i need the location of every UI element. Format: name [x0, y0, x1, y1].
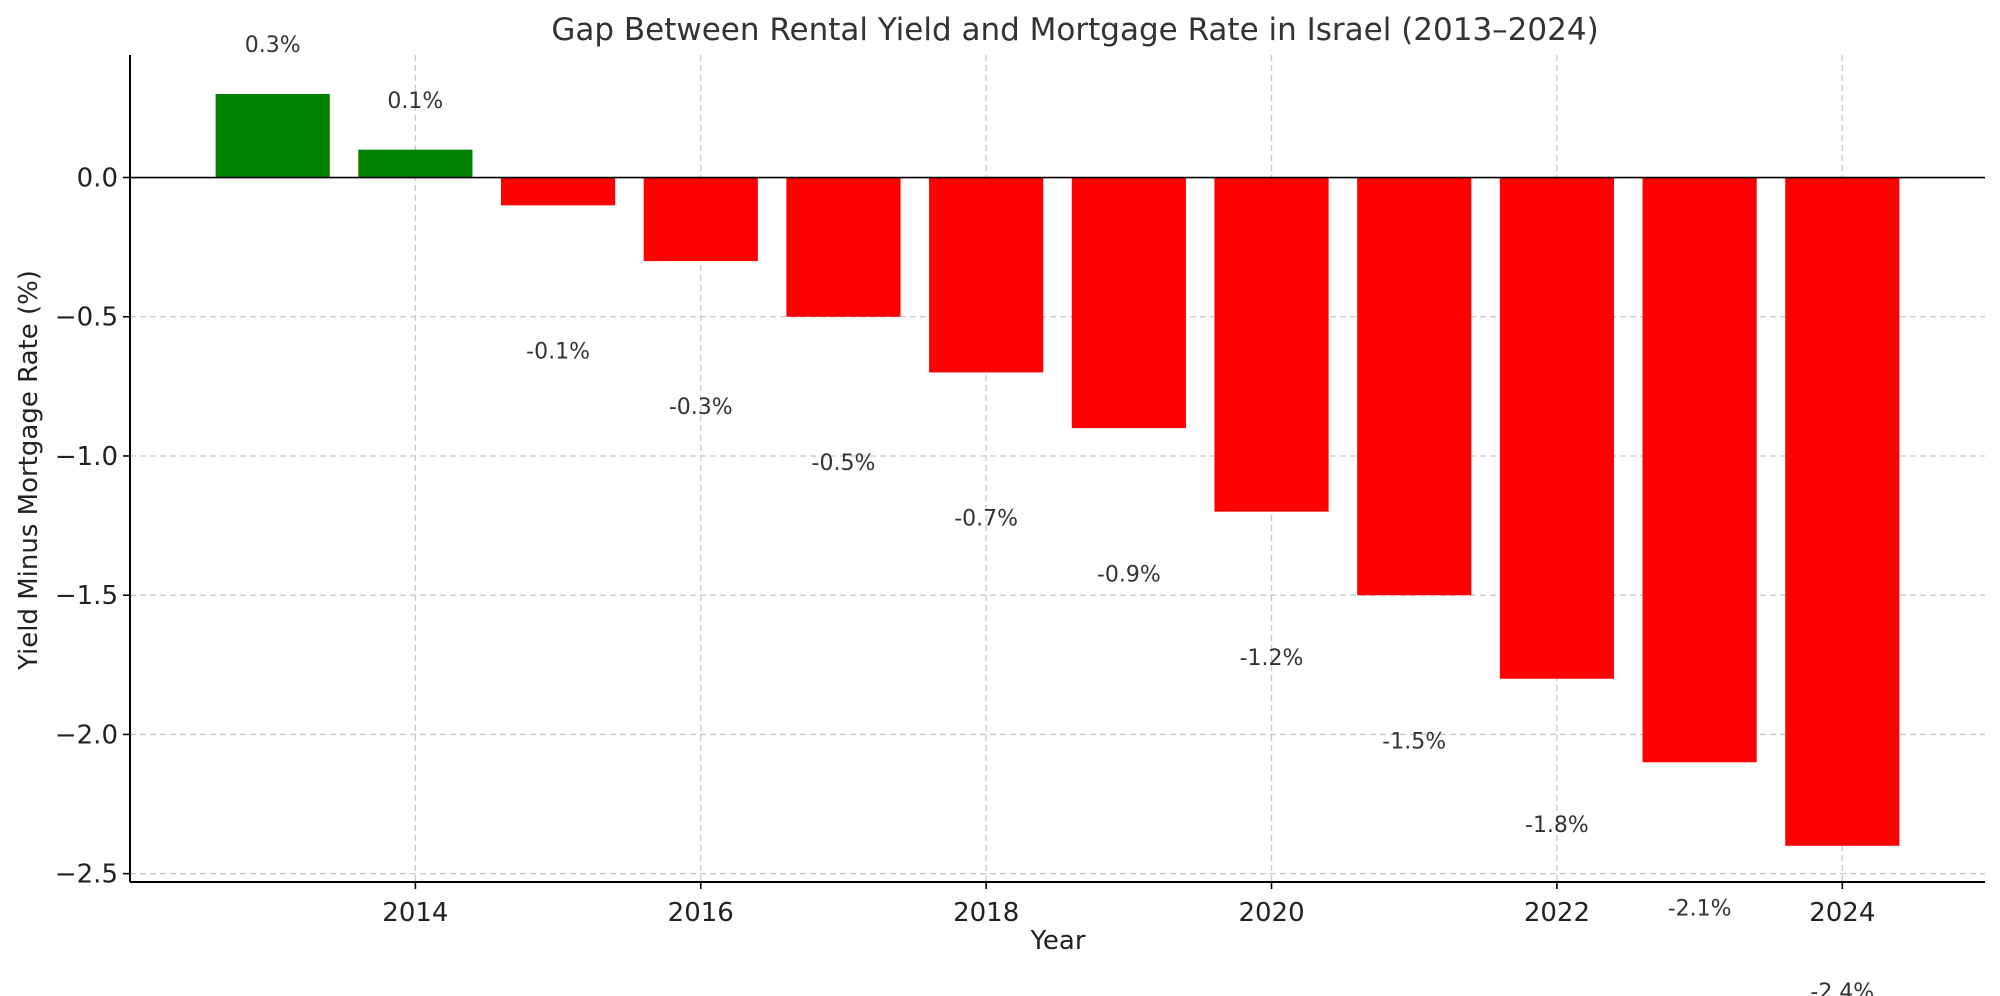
- x-tick-label-2020: 2020: [1238, 898, 1304, 928]
- x-tick-label-2022: 2022: [1524, 898, 1590, 928]
- data-label-2017: -0.5%: [812, 451, 876, 476]
- bar-2017: [786, 177, 901, 317]
- bar-2021: [1357, 177, 1472, 596]
- y-axis-label: Yield Minus Mortgage Rate (%): [14, 270, 44, 671]
- data-label-2023: -2.1%: [1668, 896, 1732, 921]
- bar-2016: [643, 177, 758, 262]
- bars: [215, 93, 1900, 846]
- data-label-2016: -0.3%: [669, 395, 733, 420]
- y-tick-label-4: −2.0: [55, 720, 118, 750]
- y-tick-label-2: −1.0: [55, 442, 118, 472]
- data-label-2019: -0.9%: [1097, 562, 1161, 587]
- data-label-2020: -1.2%: [1240, 646, 1304, 671]
- x-axis-ticks: 2014 2016 2018 2020 2022 2024: [382, 882, 1875, 928]
- bar-2013: [215, 93, 330, 178]
- x-tick-label-2014: 2014: [382, 898, 448, 928]
- x-axis-label: Year: [1029, 926, 1085, 956]
- data-label-2018: -0.7%: [954, 507, 1018, 532]
- y-tick-label-3: −1.5: [55, 581, 118, 611]
- x-tick-label-2018: 2018: [953, 898, 1019, 928]
- x-tick-label-2016: 2016: [668, 898, 734, 928]
- bar-2023: [1642, 177, 1757, 763]
- bar-2024: [1785, 177, 1900, 846]
- bar-2019: [1071, 177, 1186, 429]
- bar-2018: [929, 177, 1044, 373]
- data-label-2013: 0.3%: [245, 33, 301, 58]
- y-tick-label-5: −2.5: [55, 860, 118, 890]
- x-tick-label-2024: 2024: [1809, 898, 1875, 928]
- y-tick-label-1: −0.5: [55, 303, 118, 333]
- data-labels: 0.3% 0.1% -0.1% -0.3% -0.5% -0.7% -0.9% -1.2% -1…: [245, 33, 1874, 996]
- bar-2014: [358, 149, 473, 178]
- data-label-2014: 0.1%: [387, 89, 443, 114]
- data-label-2022: -1.8%: [1525, 813, 1589, 838]
- bar-2022: [1499, 177, 1614, 679]
- data-label-2015: -0.1%: [526, 340, 590, 365]
- chart-title: Gap Between Rental Yield and Mortgage Ra…: [551, 12, 1598, 48]
- data-label-2024: -2.4%: [1810, 980, 1874, 996]
- y-axis-ticks: 0.0 −0.5 −1.0 −1.5 −2.0 −2.5: [55, 164, 130, 890]
- data-label-2021: -1.5%: [1382, 729, 1446, 754]
- bar-2015: [501, 177, 616, 206]
- bar-2020: [1214, 177, 1329, 512]
- y-tick-label-0: 0.0: [77, 164, 118, 194]
